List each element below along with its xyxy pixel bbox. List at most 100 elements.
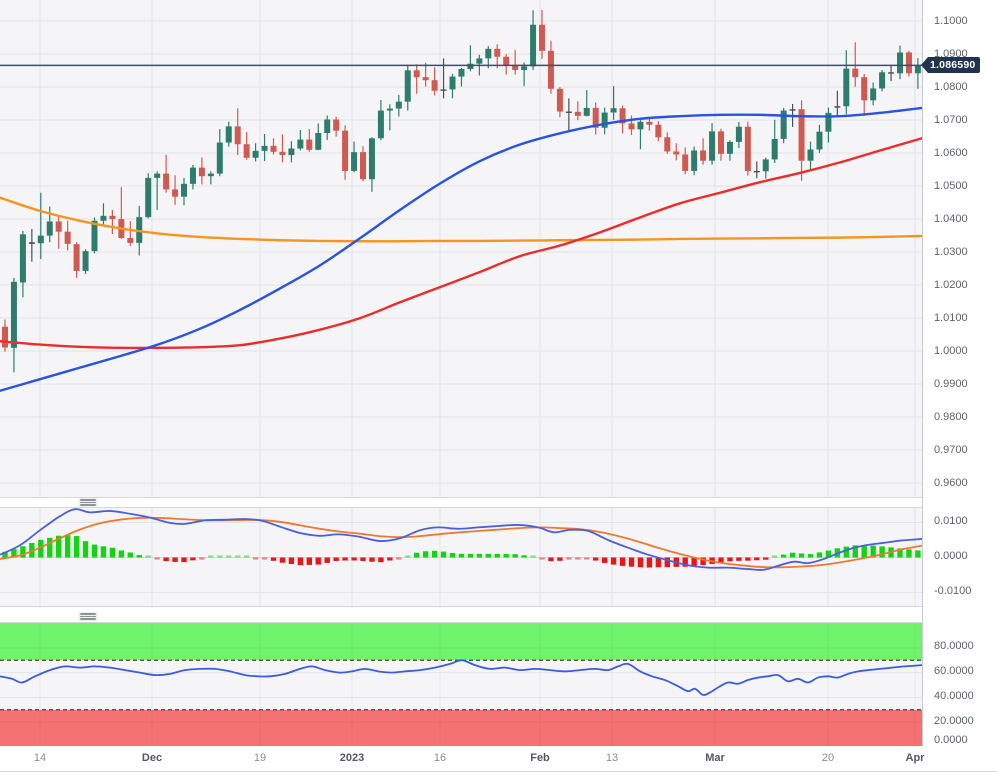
- macd-histogram-bar: [47, 537, 53, 558]
- macd-histogram-bar: [2, 551, 8, 558]
- macd-histogram-bar: [199, 557, 205, 560]
- macd-histogram-bar: [539, 557, 545, 560]
- rsi-axis-tick: 20.0000: [934, 714, 974, 727]
- macd-histogram-bar: [566, 557, 572, 560]
- macd-chart-canvas: [0, 508, 922, 608]
- price-axis-tick: 1.0100: [934, 311, 968, 324]
- macd-histogram-bar: [369, 557, 375, 562]
- rsi-line: [0, 659, 922, 696]
- candle: [753, 170, 760, 173]
- macd-histogram-bar: [503, 554, 509, 558]
- price-axis-tick: 1.0000: [934, 344, 968, 357]
- candle: [700, 150, 707, 161]
- candle: [583, 107, 590, 116]
- price-axis-tick: 0.9600: [934, 476, 968, 489]
- price-axis-tick: 1.0300: [934, 245, 968, 258]
- candle: [664, 137, 671, 152]
- macd-histogram-bar: [646, 557, 653, 568]
- candle: [735, 126, 742, 142]
- candle: [324, 119, 331, 133]
- candle: [843, 68, 850, 107]
- candle: [709, 131, 716, 161]
- candle: [306, 139, 313, 150]
- macd-histogram-bar: [458, 553, 465, 558]
- macd-pane[interactable]: [0, 507, 922, 608]
- price-pane[interactable]: [0, 0, 922, 498]
- macd-histogram-bar: [628, 557, 635, 567]
- macd-histogram-bar: [38, 539, 44, 558]
- macd-histogram-bar: [431, 550, 438, 558]
- candle: [395, 101, 402, 109]
- candle: [342, 130, 349, 171]
- macd-histogram-bar: [378, 557, 384, 563]
- macd-histogram-bar: [351, 557, 357, 561]
- candle: [55, 221, 62, 232]
- candle: [198, 167, 205, 177]
- macd-histogram-bar: [163, 557, 169, 562]
- macd-histogram-bar: [20, 546, 26, 558]
- candle: [861, 77, 868, 101]
- macd-histogram-bar: [861, 545, 867, 558]
- candle: [377, 110, 384, 139]
- candle: [288, 148, 295, 156]
- macd-histogram-bar: [306, 557, 312, 565]
- macd-histogram-bar: [279, 557, 286, 563]
- macd-histogram-bar: [422, 551, 429, 558]
- macd-histogram-bar: [780, 554, 787, 558]
- macd-pane-resize-handle-icon[interactable]: [78, 498, 98, 507]
- time-scale[interactable]: 14 Dec 19 2023 16 Feb 13 Mar 20 Apr: [0, 746, 997, 772]
- candle: [189, 167, 196, 184]
- macd-histogram-bar: [476, 553, 483, 558]
- macd-histogram-bar: [512, 554, 518, 558]
- candle: [37, 235, 44, 244]
- macd-histogram-bar: [100, 546, 107, 558]
- candle: [655, 124, 662, 138]
- rsi-axis-tick: 0.0000: [934, 733, 968, 746]
- price-scale[interactable]: 1.1000 1.0900 1.0800 1.0700 1.0600 1.0500 1.04…: [922, 0, 997, 746]
- candle: [154, 173, 161, 178]
- macd-histogram-bar: [342, 557, 348, 561]
- macd-histogram-bar: [584, 557, 590, 560]
- candle: [82, 251, 89, 271]
- candle: [440, 89, 447, 91]
- macd-histogram-bar: [530, 555, 536, 558]
- candle: [46, 221, 53, 236]
- price-axis-tick: 0.9700: [934, 443, 968, 456]
- macd-histogram-bar: [521, 555, 527, 558]
- macd-histogram-bar: [405, 555, 411, 558]
- macd-axis-tick: 0.0000: [934, 549, 968, 562]
- candle: [539, 24, 545, 51]
- candle: [100, 215, 107, 221]
- macd-histogram-bar: [172, 557, 178, 562]
- macd-histogram-bar: [56, 535, 62, 558]
- candle: [404, 70, 411, 102]
- candle: [234, 126, 241, 145]
- rsi-axis-tick: 80.0000: [934, 640, 974, 653]
- candle: [834, 106, 841, 108]
- macd-histogram-bar: [82, 541, 89, 558]
- macd-histogram-bar: [736, 557, 742, 561]
- overbought-zone: [0, 623, 922, 661]
- macd-histogram-bar: [897, 548, 903, 558]
- candle: [870, 88, 877, 101]
- macd-histogram-bar: [691, 557, 697, 566]
- candle: [771, 138, 778, 160]
- rsi-pane[interactable]: [0, 622, 922, 747]
- macd-histogram-bar: [593, 557, 599, 561]
- rsi-pane-resize-handle-icon[interactable]: [78, 612, 98, 621]
- macd-histogram-bar: [449, 552, 456, 558]
- candle: [646, 121, 653, 125]
- last-price-label: 1.086590: [921, 57, 981, 74]
- candle: [726, 141, 733, 154]
- macd-histogram-bar: [915, 550, 921, 558]
- macd-histogram: [2, 535, 921, 568]
- macd-histogram-bar: [136, 555, 142, 558]
- macd-histogram-bar: [261, 557, 268, 560]
- macd-histogram-bar: [270, 557, 277, 561]
- candle: [798, 109, 805, 161]
- macd-histogram-bar: [843, 546, 849, 558]
- macd-histogram-bar: [700, 557, 706, 566]
- sma-blue-fast-line: [0, 106, 922, 392]
- price-chart-canvas: [0, 0, 922, 498]
- candle: [807, 149, 814, 161]
